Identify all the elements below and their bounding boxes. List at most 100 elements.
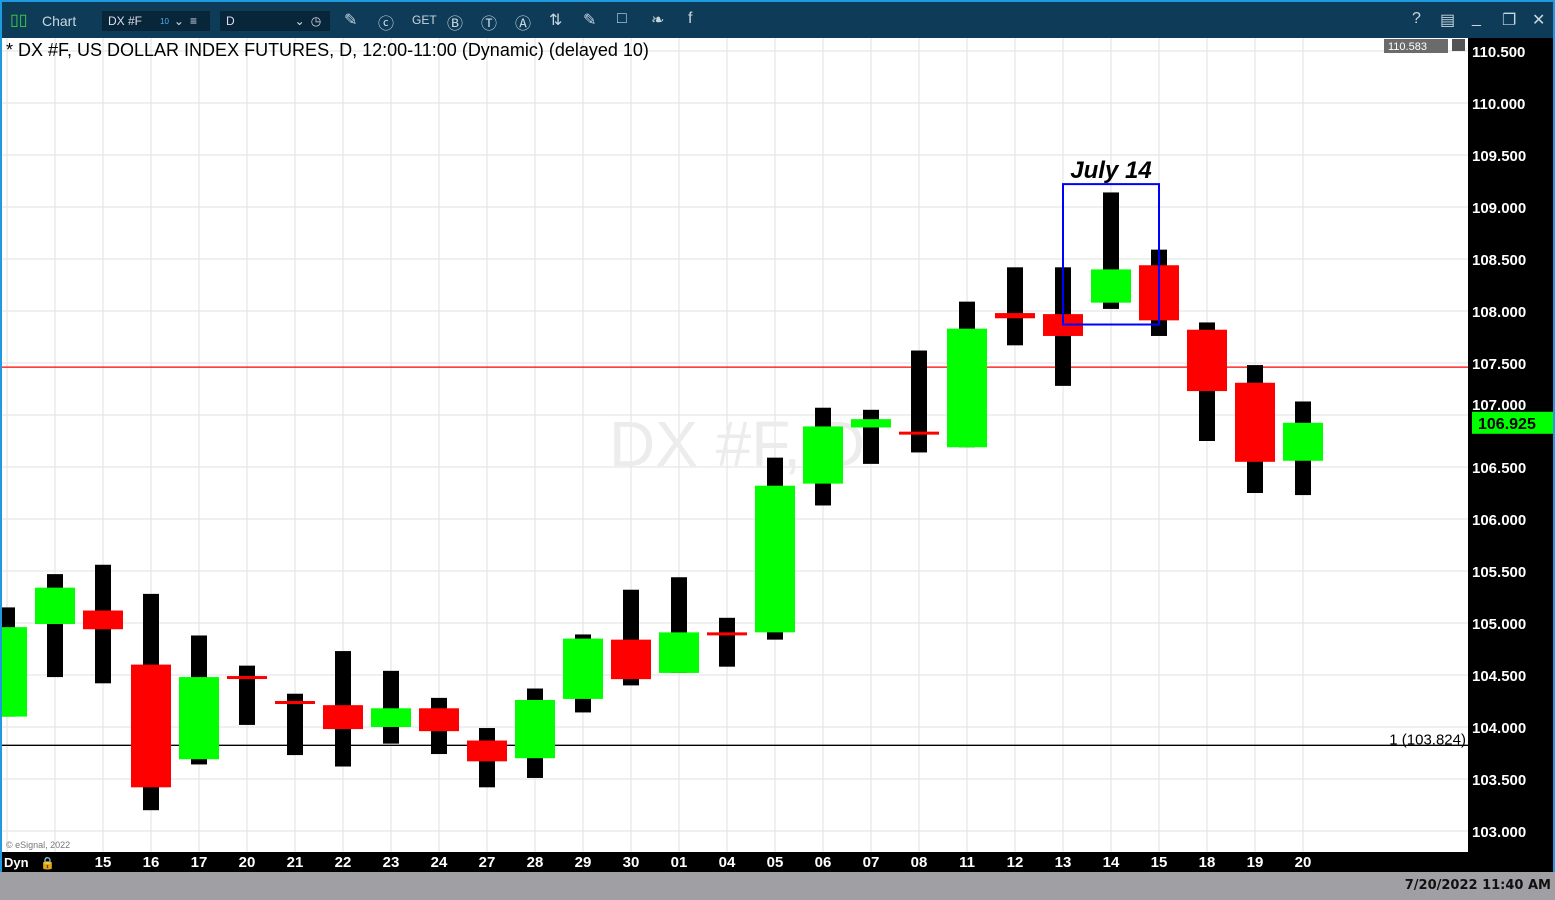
candle-body-up: [563, 638, 603, 699]
help-icon[interactable]: ?: [1412, 10, 1421, 27]
date-tick-label: 13: [1055, 854, 1072, 871]
candle-body-down: [131, 664, 171, 788]
chart-title: * DX #F, US DOLLAR INDEX FUTURES, D, 12:…: [6, 40, 649, 60]
candle-body-up: [515, 699, 555, 759]
clock-icon[interactable]: ◷: [310, 14, 322, 28]
candle-body-down: [707, 632, 747, 636]
minimize-icon[interactable]: _: [1472, 10, 1481, 27]
date-tick-label: 22: [335, 854, 352, 871]
date-tick-label: 23: [383, 854, 400, 871]
candle-body-up: [851, 419, 891, 428]
date-tick-label: 30: [623, 854, 640, 871]
restore-icon[interactable]: ❐: [1502, 12, 1517, 29]
date-tick-label: 20: [1295, 854, 1312, 871]
twitter-icon[interactable]: ❧: [651, 12, 665, 29]
top-readout-bg: [1384, 39, 1448, 53]
date-tick-label: 07: [863, 854, 880, 871]
price-axis: [1468, 38, 1553, 872]
candle-wick: [863, 409, 879, 464]
candle-body-down: [83, 610, 123, 630]
get-icon[interactable]: GET: [412, 13, 437, 27]
date-tick-label: 01: [671, 854, 688, 871]
price-tick-label: 104.500: [1472, 668, 1526, 685]
edit-icon[interactable]: ✎: [583, 12, 597, 29]
lock-icon: 🔒: [40, 856, 55, 870]
symbol-input[interactable]: DX #F 10 ⌄ ≡: [102, 11, 210, 31]
date-tick-label: 08: [911, 854, 928, 871]
candle-wick: [911, 350, 927, 453]
interval-select[interactable]: D ⌄ ◷: [220, 11, 330, 31]
date-tick-label: 06: [815, 854, 832, 871]
date-tick-label: 20: [239, 854, 256, 871]
candle-body-down: [611, 639, 651, 680]
candle-body-up: [803, 426, 843, 484]
date-tick-label: 18: [1199, 854, 1216, 871]
candle-body-down: [995, 313, 1035, 319]
candle-wick: [1007, 267, 1023, 346]
date-tick-label: 11: [959, 854, 975, 871]
candle-body-up: [179, 677, 219, 760]
date-tick-label: 28: [527, 854, 544, 871]
price-tick-label: 104.000: [1472, 720, 1526, 737]
candle-body-up: [947, 328, 987, 448]
date-tick-label: 15: [1151, 854, 1168, 871]
candle-body-up: [371, 708, 411, 727]
date-tick-label: 16: [143, 854, 160, 871]
candle-wick: [719, 617, 735, 667]
date-tick-label: 29: [575, 854, 592, 871]
a-icon[interactable]: Ⓐ: [515, 16, 532, 33]
layout-icon[interactable]: ▯▯: [10, 12, 28, 29]
price-tick-label: 108.500: [1472, 252, 1526, 269]
candle-body-down: [275, 701, 315, 704]
date-tick-label: 19: [1247, 854, 1264, 871]
price-tick-label: 105.500: [1472, 564, 1526, 581]
date-tick-label: 04: [719, 854, 736, 871]
facebook-icon[interactable]: f: [688, 10, 693, 27]
date-axis: [2, 852, 1553, 872]
candle-body-down: [1235, 382, 1275, 462]
date-tick-label: 12: [1007, 854, 1024, 871]
last-price-bg: [1472, 411, 1553, 434]
candle-body-up: [1283, 422, 1323, 461]
date-tick-label: 27: [479, 854, 496, 871]
candle-body-down: [227, 676, 267, 680]
comment-icon[interactable]: □: [617, 10, 627, 27]
price-tick-label: 109.000: [1472, 200, 1526, 217]
date-tick-label: 15: [95, 854, 112, 871]
price-tick-label: 106.000: [1472, 512, 1526, 529]
b-icon[interactable]: Ⓑ: [447, 16, 464, 33]
symbol-badge: 10: [160, 16, 169, 26]
annotation-label: July 14: [1070, 157, 1151, 184]
pencil-icon[interactable]: ✎: [344, 12, 358, 29]
candle-body-up: [755, 485, 795, 633]
price-tick-label: 107.500: [1472, 356, 1526, 373]
candlestick-chart[interactable]: DX #F, D1 (103.824)July 14103.000103.500…: [2, 38, 1553, 872]
copyright: © eSignal, 2022: [6, 840, 70, 850]
candle-body-down: [467, 740, 507, 762]
chevron-down-icon[interactable]: ⌄: [294, 14, 305, 28]
candle-wick: [287, 693, 303, 756]
price-tick-label: 106.500: [1472, 460, 1526, 477]
window-icon[interactable]: ▤: [1440, 12, 1456, 29]
date-tick-label: 14: [1103, 854, 1120, 871]
t-icon[interactable]: Ⓣ: [481, 16, 498, 33]
candle-body-up: [659, 632, 699, 673]
candle-body-up: [2, 627, 27, 717]
price-tick-label: 103.500: [1472, 772, 1526, 789]
chevron-down-icon[interactable]: ⌄: [173, 14, 184, 28]
study-icon[interactable]: ⓒ: [378, 16, 395, 33]
menu-icon[interactable]: ≡: [189, 14, 197, 28]
status-time: 7/20/2022 11:40 AM: [1404, 878, 1551, 893]
move-icon[interactable]: ⇅: [549, 12, 563, 29]
close-icon[interactable]: ✕: [1532, 12, 1546, 29]
date-tick-label: 21: [287, 854, 304, 871]
axis-corner-label: Dyn: [4, 855, 29, 870]
candle-wick: [239, 665, 255, 725]
candle-body-down: [1187, 329, 1227, 392]
price-tick-label: 110.500: [1472, 44, 1525, 61]
price-tick-label: 109.500: [1472, 148, 1526, 165]
price-tick-label: 110.000: [1472, 96, 1525, 113]
horizontal-line-label: 1 (103.824): [1389, 731, 1466, 748]
date-tick-label: 17: [191, 854, 208, 871]
